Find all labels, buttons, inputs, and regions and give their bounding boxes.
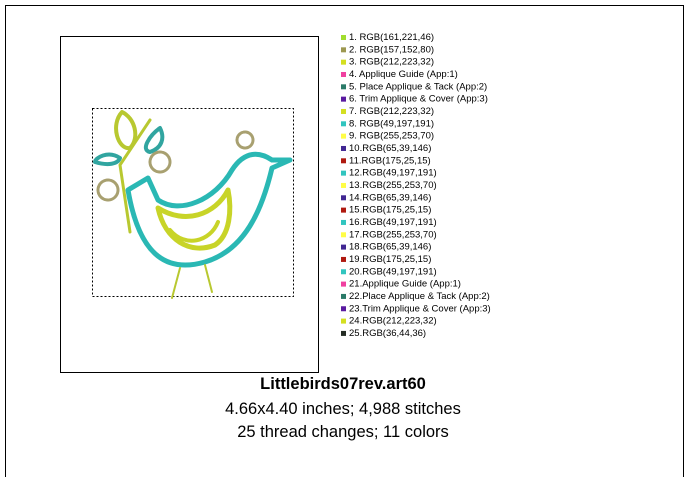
thread-label: 18.RGB(65,39,146) — [349, 242, 431, 253]
thread-swatch — [341, 306, 346, 312]
thread-swatch — [341, 35, 346, 40]
thread-swatch — [341, 121, 346, 127]
thread-label: 16.RGB(49,197,191) — [349, 217, 437, 228]
thread-swatch — [341, 232, 346, 238]
thread-label: 20.RGB(49,197,191) — [349, 266, 437, 277]
thread-label: 14.RGB(65,39,146) — [349, 192, 431, 203]
thread-label: 12.RGB(49,197,191) — [349, 168, 437, 179]
thread-swatch — [341, 71, 346, 77]
thread-swatch — [341, 256, 346, 262]
thread-swatch — [341, 47, 346, 53]
thread-label: 23.Trim Applique & Cover (App:3) — [349, 303, 491, 314]
thread-label: 21.Applique Guide (App:1) — [349, 279, 461, 290]
design-preview — [93, 110, 293, 299]
thread-label: 2. RGB(157,152,80) — [349, 44, 434, 55]
thread-swatch — [341, 84, 346, 90]
thread-label: 3. RGB(212,223,32) — [349, 57, 434, 68]
thread-label: 11.RGB(175,25,15) — [349, 155, 431, 166]
thread-swatch — [341, 182, 346, 188]
thread-label: 6. Trim Applique & Cover (App:3) — [349, 94, 488, 105]
thread-label: 1. RGB(161,221,46) — [349, 32, 434, 43]
thread-swatch — [341, 244, 346, 250]
design-counts: 25 thread changes; 11 colors — [237, 423, 449, 441]
thread-label: 7. RGB(212,223,32) — [349, 106, 434, 117]
thread-label: 10.RGB(65,39,146) — [349, 143, 431, 154]
thread-label: 15.RGB(175,25,15) — [349, 205, 431, 216]
thread-label: 24.RGB(212,223,32) — [349, 316, 437, 327]
thread-swatch — [341, 145, 346, 151]
thread-label: 19.RGB(175,25,15) — [349, 254, 431, 265]
thread-label: 22.Place Applique & Tack (App:2) — [349, 291, 490, 302]
thread-swatch — [341, 318, 346, 324]
design-bounds — [92, 108, 294, 297]
thread-swatch — [341, 219, 346, 225]
thread-swatch — [341, 108, 346, 114]
design-title: Littlebirds07rev.art60 — [260, 375, 426, 393]
frame — [5, 5, 684, 477]
thread-swatch — [341, 195, 346, 201]
thread-swatch — [341, 207, 346, 213]
thread-label: 17.RGB(255,253,70) — [349, 229, 437, 240]
thread-label: 9. RGB(255,253,70) — [349, 131, 434, 142]
thread-label: 8. RGB(49,197,191) — [349, 118, 434, 129]
thread-swatch — [341, 293, 346, 299]
thread-label: 13.RGB(255,253,70) — [349, 180, 437, 191]
thread-swatch — [341, 330, 346, 336]
thread-swatch — [341, 59, 346, 65]
thread-label: 25.RGB(36,44,36) — [349, 328, 426, 339]
design-size: 4.66x4.40 inches; 4,988 stitches — [225, 400, 461, 418]
thread-label: 5. Place Applique & Tack (App:2) — [349, 81, 487, 92]
thread-swatch — [341, 281, 346, 287]
thread-swatch — [341, 158, 346, 164]
thread-swatch — [341, 133, 346, 139]
thread-swatch — [341, 96, 346, 102]
thread-swatch — [341, 269, 346, 275]
thread-list: 1. RGB(161,221,46)2. RGB(157,152,80) 3. R… — [341, 32, 491, 339]
thread-swatch — [341, 170, 346, 176]
thread-label: 4. Applique Guide (App:1) — [349, 69, 458, 80]
